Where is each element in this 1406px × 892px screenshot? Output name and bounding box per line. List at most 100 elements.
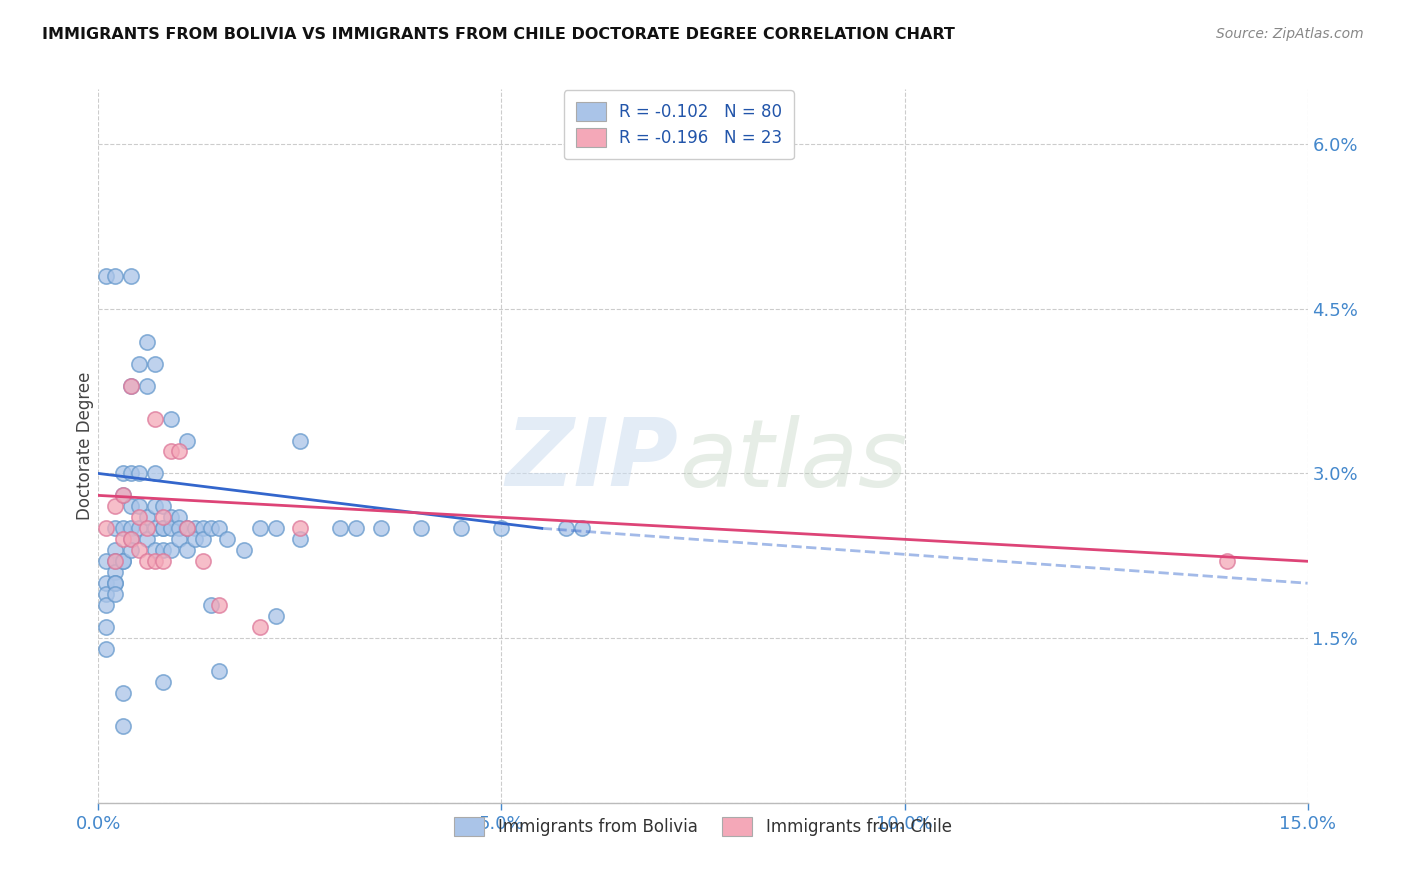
Point (96, 521, 118, 535)
Point (111, 467, 134, 481)
Point (111, 719, 134, 733)
Point (120, 467, 142, 481)
Point (96, 598, 118, 612)
Point (103, 566, 125, 580)
Point (152, 543, 174, 558)
Point (135, 521, 157, 535)
Point (96, 620, 118, 634)
Point (409, 521, 432, 535)
Point (152, 554, 174, 568)
Point (103, 554, 125, 568)
Point (160, 411, 183, 425)
Point (288, 533, 311, 547)
Point (264, 521, 287, 535)
Point (143, 411, 166, 425)
Point (103, 587, 125, 601)
Point (450, 521, 472, 535)
Point (96, 576, 118, 591)
Point (128, 510, 150, 524)
Point (370, 521, 392, 535)
Point (344, 521, 367, 535)
Point (96, 268, 118, 283)
Point (143, 521, 166, 535)
Point (208, 521, 231, 535)
Point (288, 521, 311, 535)
Point (103, 521, 125, 535)
Text: atlas: atlas (679, 415, 907, 506)
Point (111, 686, 134, 700)
Point (120, 533, 142, 547)
Point (111, 533, 134, 547)
Point (103, 543, 125, 558)
Point (103, 576, 125, 591)
Point (120, 533, 142, 547)
Point (208, 664, 231, 678)
Point (120, 378, 142, 392)
Point (152, 675, 174, 690)
Point (111, 554, 134, 568)
Point (120, 500, 142, 514)
Point (128, 357, 150, 371)
Point (96, 554, 118, 568)
Point (128, 521, 150, 535)
Point (152, 510, 174, 524)
Point (208, 598, 231, 612)
Point (571, 521, 593, 535)
Text: IMMIGRANTS FROM BOLIVIA VS IMMIGRANTS FROM CHILE DOCTORATE DEGREE CORRELATION CH: IMMIGRANTS FROM BOLIVIA VS IMMIGRANTS FR… (42, 27, 955, 42)
Point (135, 554, 157, 568)
Point (135, 510, 157, 524)
Point (160, 543, 183, 558)
Point (152, 500, 174, 514)
Point (160, 444, 183, 458)
Point (120, 521, 142, 535)
Point (193, 554, 215, 568)
Point (143, 543, 166, 558)
Point (128, 467, 150, 481)
Point (288, 434, 311, 448)
Point (128, 500, 150, 514)
Point (193, 521, 215, 535)
Point (120, 378, 142, 392)
Legend: Immigrants from Bolivia, Immigrants from Chile: Immigrants from Bolivia, Immigrants from… (446, 808, 960, 845)
Point (111, 554, 134, 568)
Point (128, 543, 150, 558)
Point (103, 500, 125, 514)
Point (249, 620, 271, 634)
Point (143, 357, 166, 371)
Point (176, 521, 198, 535)
Point (200, 598, 222, 612)
Point (232, 543, 254, 558)
Point (96, 642, 118, 657)
Point (217, 533, 239, 547)
Point (329, 521, 352, 535)
Point (160, 521, 183, 535)
Point (160, 510, 183, 524)
Point (111, 488, 134, 502)
Point (143, 467, 166, 481)
Point (103, 268, 125, 283)
Point (167, 510, 190, 524)
Point (167, 533, 190, 547)
Point (491, 521, 513, 535)
Point (120, 543, 142, 558)
Point (120, 268, 142, 283)
Point (184, 533, 207, 547)
Point (96, 587, 118, 601)
Text: ZIP: ZIP (506, 414, 679, 507)
Point (135, 533, 157, 547)
Point (103, 554, 125, 568)
Point (193, 533, 215, 547)
Point (1216, 554, 1239, 568)
Point (143, 500, 166, 514)
Point (200, 521, 222, 535)
Point (555, 521, 578, 535)
Point (111, 521, 134, 535)
Point (111, 488, 134, 502)
Point (143, 554, 166, 568)
Text: Source: ZipAtlas.com: Source: ZipAtlas.com (1216, 27, 1364, 41)
Point (249, 521, 271, 535)
Point (167, 521, 190, 535)
Point (103, 576, 125, 591)
Point (167, 444, 190, 458)
Point (135, 334, 157, 349)
